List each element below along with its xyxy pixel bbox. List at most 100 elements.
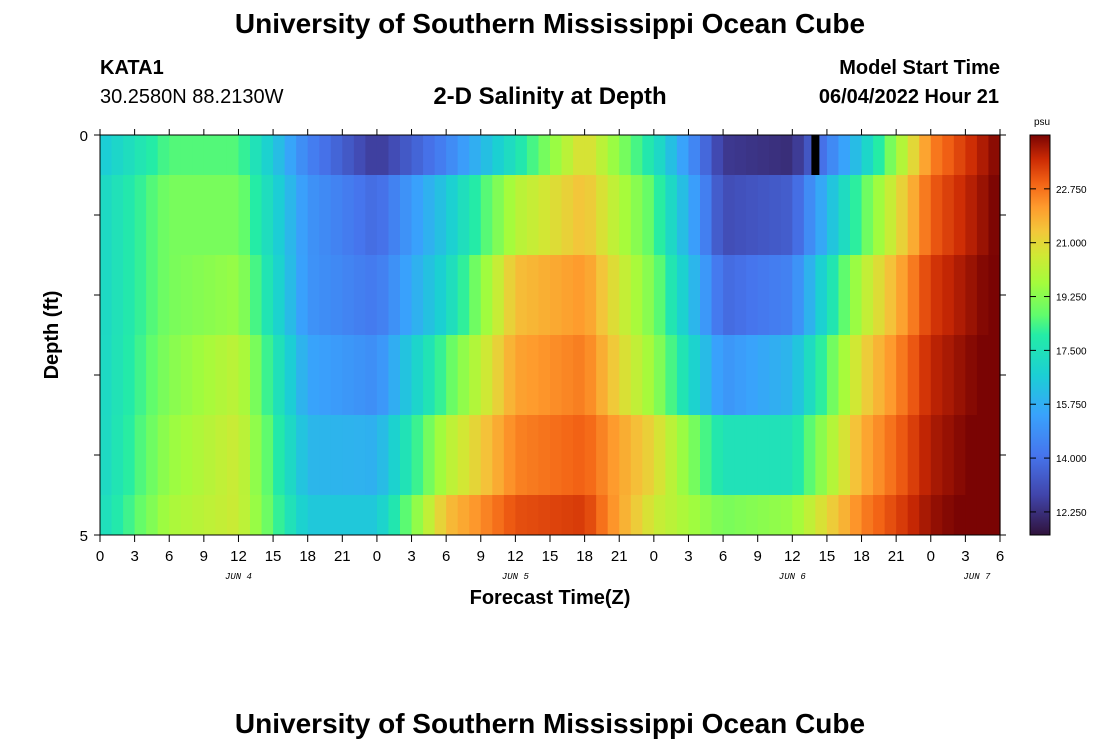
heatmap-cell [400,495,413,535]
heatmap-cell [688,335,701,415]
x-tick-label: 21 [888,548,905,565]
heatmap-cell [780,255,793,335]
heatmap-cell [388,335,401,415]
heatmap-cell [861,335,874,415]
heatmap-cell [596,415,609,495]
heatmap-cell [573,175,586,255]
heatmap-cell [388,135,401,175]
heatmap-cell [446,175,459,255]
x-tick-label: 6 [719,548,727,565]
heatmap-cell [296,175,309,255]
heatmap-cell [111,255,124,335]
heatmap-cell [619,255,632,335]
heatmap-cell [250,175,263,255]
heatmap-cell [226,335,240,415]
x-tick-label: 12 [784,548,801,565]
heatmap-cell [792,415,805,495]
heatmap-cell [480,135,493,175]
heatmap-cell [446,135,459,175]
heatmap-cell [607,415,620,495]
x-tick-label: 12 [230,548,247,565]
heatmap-cell [723,135,736,175]
heatmap-cell [192,495,205,535]
heatmap-cell [573,135,586,175]
heatmap-cell [561,175,574,255]
heatmap-cell [850,135,863,175]
colorbar-ticks: 12.250 14.000 15.750 17.500 19.250 21.000 22.7… [1030,185,1087,519]
heatmap-cell [676,415,690,495]
heatmap-cell [411,175,424,255]
heatmap-cell [146,255,159,335]
heatmap-cell [723,255,736,335]
heatmap-cell [134,415,147,495]
heatmap-cell [976,335,990,415]
heatmap-cell [976,415,990,495]
heatmap-cell [342,495,355,535]
heatmap-cell [192,175,205,255]
x-tick-label: 0 [927,548,935,565]
heatmap-cell [884,415,897,495]
heatmap-cell [538,255,551,335]
heatmap-cell [538,335,551,415]
heatmap-cell [850,255,863,335]
heatmap-cell [919,495,932,535]
heatmap-cell [676,175,690,255]
heatmap-cell [607,175,620,255]
heatmap-cell [965,335,978,415]
heatmap-cell [688,135,701,175]
heatmap-cell [769,415,782,495]
heatmap-cell [792,255,805,335]
heatmap-cell [584,175,597,255]
heatmap-cell [746,335,759,415]
heatmap-cell [434,175,447,255]
heatmap-cell [850,335,863,415]
heatmap-cell [180,255,193,335]
heatmap-cell [884,135,897,175]
heatmap-cell [307,135,320,175]
heatmap-cell [388,415,401,495]
heatmap-cell [965,135,978,175]
colorbar-tick-label: 14.000 [1056,454,1087,465]
heatmap-cell [111,175,124,255]
heatmap-cell [884,335,897,415]
page-title: University of Southern Mississippi Ocean… [234,8,866,39]
heatmap-cell [815,175,828,255]
heatmap-cell [157,135,170,175]
heatmap-cell [134,495,147,535]
heatmap-cell [469,415,482,495]
heatmap-cell [284,175,297,255]
heatmap-cell [111,495,124,535]
x-axis-ticks: 0 3 6 9 12 15 18 21 0 3 6 9 12 15 18 21 0 3 6 9 12 15 18 21 0 3 6 [96,129,1004,565]
heatmap-cell [919,175,932,255]
heatmap-cell [815,335,828,415]
x-tick-label: 21 [611,548,628,565]
heatmap-cell [873,255,886,335]
heatmap-cell [919,135,932,175]
heatmap-cell [526,415,540,495]
heatmap-cell [930,255,943,335]
heatmap-cell [988,175,1001,255]
heatmap-cell [826,175,840,255]
heatmap-cell [711,135,724,175]
heatmap-cell [942,135,955,175]
heatmap-cell [526,175,540,255]
heatmap-cell [492,135,505,175]
colorbar-tick-label: 12.250 [1056,508,1087,519]
heatmap-cell [850,415,863,495]
heatmap-cell [238,495,251,535]
heatmap-cell [203,415,216,495]
heatmap-cell [307,175,320,255]
heatmap-cell [965,175,978,255]
heatmap-cell [803,415,816,495]
heatmap-cell [296,415,309,495]
date-label: JUN 7 [963,572,991,582]
date-label: JUN 6 [779,572,807,582]
heatmap-cell [584,255,597,335]
heatmap-cell [642,135,655,175]
heatmap-cell [480,255,493,335]
heatmap-cell [665,255,678,335]
heatmap-cell [919,255,932,335]
heatmap-cell [342,135,355,175]
heatmap-cell [134,135,147,175]
heatmap-cell [746,255,759,335]
